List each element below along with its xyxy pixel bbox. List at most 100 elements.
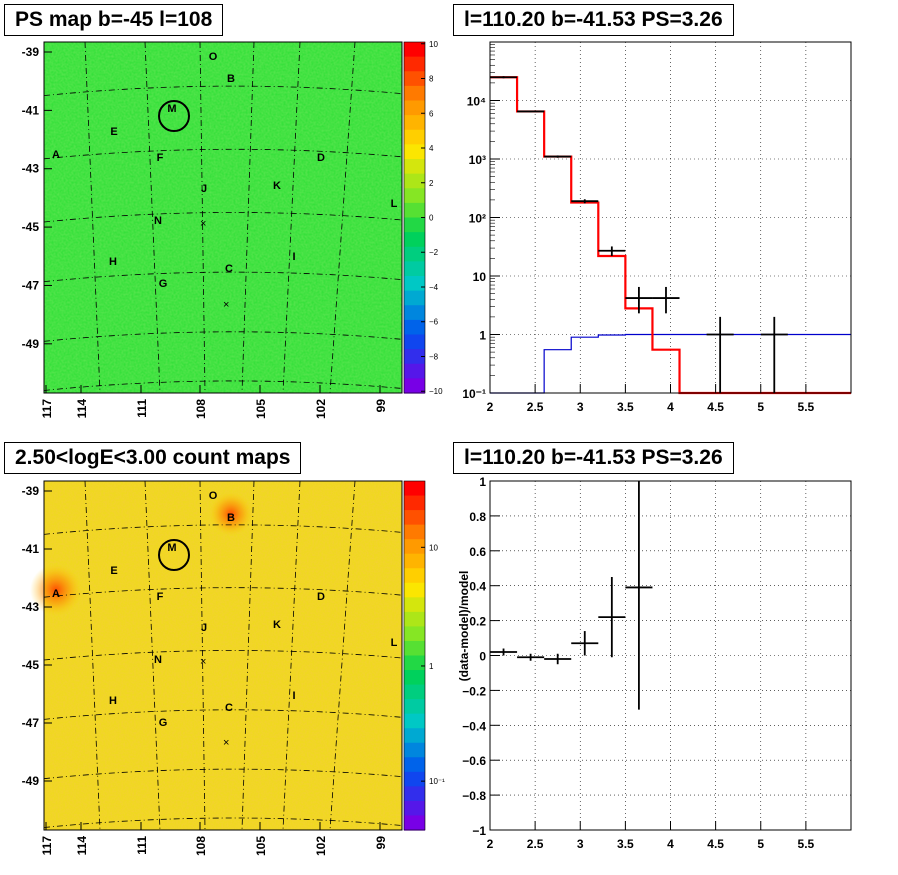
psmap-source-labels: OB M E A F D J K L N H I C G [52,51,398,290]
map-y-tick-label: -47 [22,716,40,730]
colorbar-cell [404,246,425,262]
spectrum-grid [490,42,851,393]
source-label-h: H [109,256,117,268]
source-label-n: N [154,215,162,227]
countmap-colorbar: 10 1 10⁻¹ [403,480,445,831]
colorbar-cell [404,757,425,773]
psmap-axes: -39 -41 -43 -45 -47 -49 117 114 111 108 105 102 99 [22,45,388,419]
source-label-o: O [209,490,218,502]
residual-y-tick-label: 0.2 [469,615,486,629]
source-label-j: J [201,622,207,634]
colorbar-cell [404,582,425,598]
source-label-m: M [167,542,176,554]
residual-panel: 2 2.5 3 3.5 4 4.5 5 5.5 1 0.8 0.6 0.4 0.2 0 −0.2 −0.4 −0… [457,475,852,851]
longitude-line [84,480,101,831]
source-label-d: D [317,152,325,164]
source-label-k: K [273,180,281,192]
colorbar-tick-label: −4 [429,283,439,292]
residual-y-axis-label: (data-model)/model [457,571,471,682]
residual-y-tick-label: −0.8 [462,789,486,803]
map-x-tick-label: 99 [374,399,388,413]
colorbar-tick-label: −6 [429,318,439,327]
psmap-target-circle [158,100,190,132]
psmap-cross-marker: × [223,299,229,311]
countmap-hotspot-a [30,564,82,616]
map-y-tick-label: -49 [22,337,40,351]
colorbar-tick-label: 10 [429,543,438,552]
colorbar-frame [403,480,426,831]
colorbar-cell [404,173,425,189]
colorbar-cell [404,510,425,526]
colorbar-cell [404,640,425,657]
spectrum-x-tick-label: 2 [487,400,494,414]
map-x-tick-label: 114 [75,399,89,419]
colorbar-tick-label: 1 [429,662,434,671]
map-x-tick-label: 102 [314,399,328,419]
source-label-f: F [157,152,164,164]
residual-x-tick-label: 2.5 [527,837,544,851]
residual-y-tick-label: 0.8 [469,510,486,524]
source-label-a: A [52,149,60,161]
psmap-title: PS map b=-45 l=108 [4,4,224,36]
spectrum-x-tick-label: 2.5 [527,400,544,414]
source-label-m: M [167,103,176,115]
colorbar-cell [404,334,425,350]
colorbar-tick-label: −8 [429,352,439,361]
residual-y-tick-label: 0 [479,650,486,664]
residual-y-tick-label: 0.6 [469,545,486,559]
colorbar-cell [404,597,425,613]
residual-y-tick-label: −0.4 [462,719,486,733]
map-x-tick-label: 108 [194,836,208,856]
psmap-texture [44,42,402,393]
source-label-o: O [209,51,218,63]
psmap-colorbar: 10 8 6 4 2 0 −2 −4 −6 −8 −10 [403,40,443,396]
spectrum-title: l=110.20 b=-41.53 PS=3.26 [453,4,734,36]
colorbar-cell [404,71,425,87]
map-y-tick-label: -49 [22,774,40,788]
map-y-tick-label: -45 [22,658,40,672]
colorbar-cell [404,56,425,72]
colorbar-cell [404,319,425,336]
colorbar-tick-label: 10⁻¹ [429,777,445,786]
longitude-line [329,480,356,831]
residual-y-tick-label: 0.4 [469,580,486,594]
colorbar-cell [404,363,425,379]
source-label-l: L [391,198,398,210]
spectrum-y-tick-label: 1 [479,329,486,343]
spectrum-axes: 2 2.5 3 3.5 4 4.5 5 5.5 10⁻¹ 1 10 10² 10³ 10⁴ [462,44,815,414]
map-x-tick-label: 102 [314,836,328,856]
colorbar-cell [404,232,425,248]
map-x-tick-label: 105 [254,399,268,419]
map-x-tick-label: 117 [40,836,54,856]
colorbar-cell [404,655,425,671]
colorbar-tick-label: −2 [429,248,439,257]
colorbar-cell [404,305,425,321]
psmap-panel: OB M E A F D J K L N H I C G × × -39 -41 -43 -45 -47 -49 11… [22,40,443,419]
colorbar-cell [404,728,425,744]
residual-x-tick-label: 2 [487,837,494,851]
source-label-l: L [391,637,398,649]
colorbar-cell [404,202,425,219]
psmap-frame [43,41,403,394]
longitude-line [282,480,301,831]
colorbar-cell [404,481,425,497]
colorbar-cell [404,42,425,58]
residual-y-tick-label: −0.6 [462,754,486,768]
residual-grid [490,481,851,830]
colorbar-cell [404,495,425,511]
psmap-cross-marker: × [200,218,206,230]
countmap-axes: -39 -41 -43 -45 -47 -49 117 114 111 108 105 102 99 [22,484,388,856]
countmap-coordinate-grid [43,480,403,831]
map-y-tick-label: -41 [22,542,40,556]
source-label-k: K [273,619,281,631]
colorbar-cell [404,100,425,116]
residual-axes: 2 2.5 3 3.5 4 4.5 5 5.5 1 0.8 0.6 0.4 0.2 0 −0.2 −0.4 −0… [462,475,814,851]
source-label-f: F [157,591,164,603]
countmap-title: 2.50<logE<3.00 count maps [4,442,302,474]
map-y-tick-label: -41 [22,103,40,117]
colorbar-cell [404,144,425,160]
colorbar-cell [404,129,425,145]
map-y-tick-label: -39 [22,45,40,59]
map-x-tick-label: 105 [254,836,268,856]
